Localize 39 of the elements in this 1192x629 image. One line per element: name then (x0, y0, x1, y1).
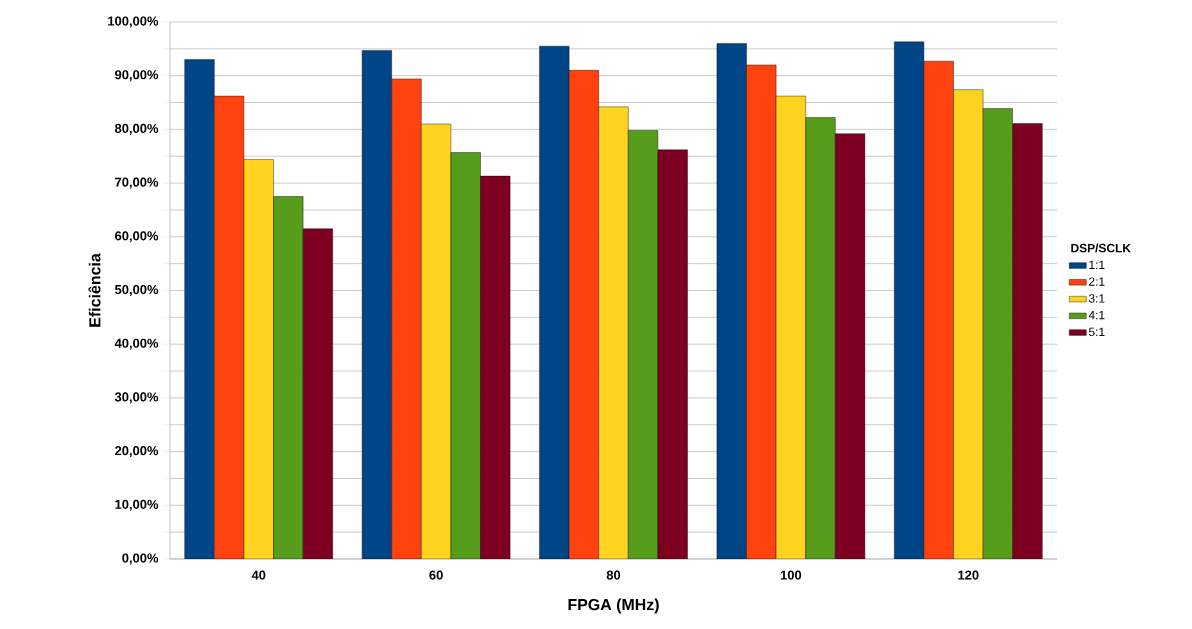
x-axis-title: FPGA (MHz) (568, 598, 659, 614)
legend-title: DSP/SCLK (1071, 243, 1131, 253)
y-tick-label: 50,00% (114, 284, 159, 296)
y-tick-label: 40,00% (114, 338, 159, 350)
bar (391, 78, 422, 559)
y-axis-title: Eficiência (88, 253, 101, 327)
bar (568, 70, 599, 559)
bar (361, 50, 392, 559)
bar (539, 45, 570, 559)
x-tick-label: 60 (429, 570, 443, 580)
bar (302, 228, 333, 559)
legend-label: 4:1 (1088, 311, 1105, 320)
y-tick-label: 100,00% (108, 16, 159, 28)
y-tick-label: 30,00% (114, 392, 159, 404)
bar (716, 43, 747, 559)
legend-label: 3:1 (1088, 294, 1105, 303)
x-tick-label: 80 (606, 570, 621, 580)
bar (746, 64, 777, 559)
bar (835, 133, 866, 559)
bar (480, 175, 511, 559)
y-tick-label: 0,00% (122, 553, 159, 565)
legend-label: 2:1 (1089, 277, 1105, 286)
x-tick-label: 120 (958, 570, 979, 580)
legend-label: 1:1 (1089, 260, 1105, 269)
bar (214, 95, 245, 559)
y-tick-label: 60,00% (115, 231, 159, 243)
y-tick-label: 70,00% (115, 177, 159, 189)
bar (657, 149, 688, 559)
y-tick-label: 80,00% (114, 123, 159, 135)
y-tick-label: 10,00% (115, 499, 159, 511)
bar (923, 60, 954, 559)
y-tick-label: 90,00% (115, 70, 159, 82)
legend-label: 5:1 (1088, 327, 1105, 337)
bar (1012, 123, 1043, 559)
y-tick-label: 20,00% (115, 446, 159, 458)
bar (894, 41, 925, 559)
bar (184, 59, 215, 559)
x-tick-label: 100 (780, 570, 802, 580)
x-tick-label: 40 (251, 570, 266, 580)
